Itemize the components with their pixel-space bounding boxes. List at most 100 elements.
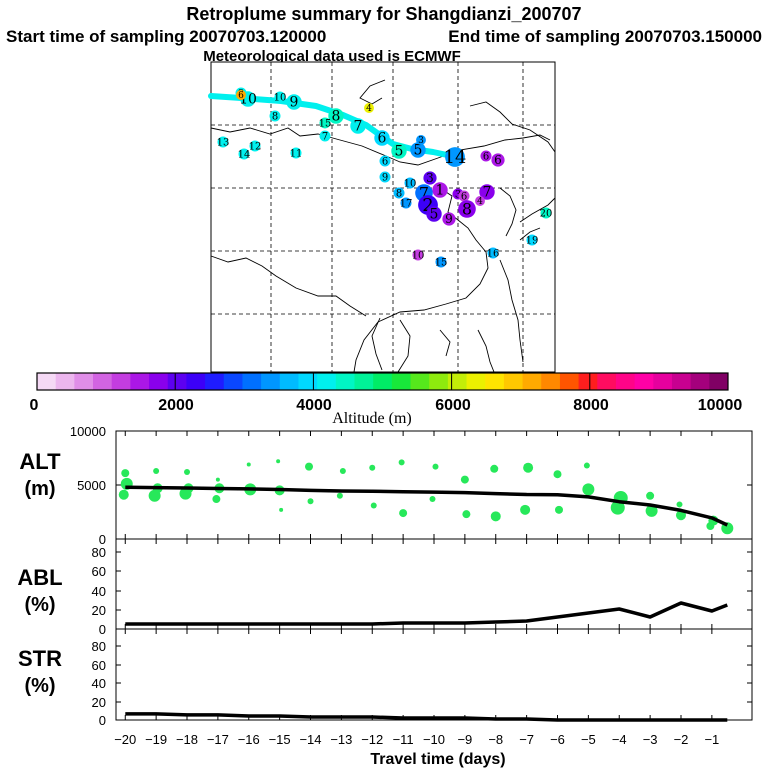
alt-scatter-point <box>490 464 499 473</box>
plume-marker <box>435 256 447 268</box>
alt-scatter-point <box>462 510 471 519</box>
alt-scatter-point <box>148 489 161 502</box>
plume-marker <box>350 118 366 134</box>
plume-day-label: 12 <box>249 141 262 152</box>
plume-day-label: 9 <box>290 95 299 111</box>
plume-marker <box>432 182 448 198</box>
colorbar-segment <box>578 373 598 390</box>
x-tick-label: −11 <box>393 732 414 747</box>
sampling-end: End time of sampling 20070703.150000 <box>448 27 762 46</box>
map-panel: 1096109488157761312141155361466910317873… <box>208 61 556 373</box>
y-axis-unit: (%) <box>24 675 55 697</box>
plume-marker <box>238 148 250 160</box>
x-tick-label: −15 <box>269 732 291 747</box>
plume-day-label: 6 <box>461 191 467 202</box>
colorbar-segment <box>317 373 337 390</box>
plume-day-label: 4 <box>477 197 483 207</box>
alt-scatter-point <box>706 522 715 531</box>
plume-marker <box>400 197 412 209</box>
alt-scatter-point <box>490 511 501 522</box>
alt-scatter-point <box>153 467 160 474</box>
alt-scatter-point <box>369 464 376 471</box>
plume-day-label: 11 <box>290 148 303 159</box>
plume-day-label: 8 <box>332 109 341 125</box>
colorbar-segment <box>74 373 94 390</box>
colorbar-tick: 2000 <box>158 397 194 414</box>
x-tick-label: −5 <box>581 732 596 747</box>
plume-day-label: 2 <box>422 195 433 216</box>
plume-marker <box>364 103 374 113</box>
colorbar-tick: 6000 <box>435 397 471 414</box>
y-axis-unit: (%) <box>24 594 55 616</box>
plume-day-label: 5 <box>414 143 423 159</box>
plume-day-label: 14 <box>238 149 251 160</box>
plume-marker <box>286 94 302 110</box>
alt-scatter-point <box>645 504 658 517</box>
plume-day-label: 3 <box>426 171 434 185</box>
y-tick-label: 60 <box>92 658 106 673</box>
plume-marker <box>328 108 344 124</box>
plume-marker <box>393 187 405 199</box>
alt-scatter-point <box>520 504 531 515</box>
plume-day-label: 6 <box>494 153 502 167</box>
plume-marker <box>475 196 485 206</box>
alt-scatter-point <box>336 492 343 499</box>
plume-day-label: 20 <box>540 208 553 219</box>
plume-marker <box>445 147 465 167</box>
colorbar-segment <box>93 373 113 390</box>
y-tick-label: 60 <box>92 564 106 579</box>
y-axis-unit: (m) <box>24 478 55 500</box>
x-tick-label: −2 <box>674 732 689 747</box>
plume-day-label: 13 <box>217 137 230 148</box>
colorbar-segment <box>130 373 150 390</box>
colorbar-segment <box>709 373 729 390</box>
plume-marker <box>442 212 456 226</box>
colorbar-segment <box>261 373 281 390</box>
str-line <box>125 712 728 722</box>
plume-marker <box>274 91 286 103</box>
plume-day-label: 15 <box>435 257 448 268</box>
y-tick-label: 40 <box>92 676 106 691</box>
colorbar-segment <box>242 373 262 390</box>
colorbar-segment <box>522 373 542 390</box>
plume-marker <box>526 234 538 246</box>
y-tick-label: 5000 <box>77 478 106 493</box>
x-tick-label: −16 <box>238 732 260 747</box>
colorbar-tick: 0 <box>30 397 39 414</box>
colorbar-tick: 10000 <box>698 397 743 414</box>
colorbar-segment <box>55 373 75 390</box>
colorbar-segment <box>410 373 430 390</box>
alt-scatter-point <box>184 469 191 476</box>
alt-scatter-point <box>460 475 469 484</box>
x-tick-label: −4 <box>612 732 627 747</box>
plume-day-label: 8 <box>272 111 278 122</box>
plume-marker <box>404 177 416 189</box>
y-tick-label: 0 <box>99 532 106 547</box>
alt-scatter-point <box>429 496 436 503</box>
alt-scatter-point <box>121 469 130 478</box>
colorbar-segment <box>111 373 131 390</box>
colorbar-segment <box>354 373 374 390</box>
figure-title: Retroplume summary for Shangdianzi_20070… <box>186 4 581 24</box>
plume-day-label: 9 <box>445 212 453 226</box>
plume-day-label: 16 <box>487 248 500 259</box>
plume-day-label: 15 <box>319 118 332 129</box>
plume-marker <box>391 143 407 159</box>
plume-marker <box>412 249 424 261</box>
plume-marker <box>374 130 390 146</box>
plume-marker <box>479 184 495 200</box>
x-tick-label: −12 <box>361 732 383 747</box>
panel-frame <box>115 430 753 540</box>
y-axis-label: ABL <box>17 565 62 590</box>
y-axis-label: STR <box>18 646 62 671</box>
colorbar-segment <box>298 373 318 390</box>
colorbar-segment <box>223 373 243 390</box>
plume-marker <box>458 190 470 202</box>
plume-marker <box>236 90 246 100</box>
alt-scatter-point <box>554 505 563 514</box>
y-tick-label: 20 <box>92 695 106 710</box>
plume-marker <box>319 117 331 129</box>
alt-scatter-point <box>276 459 281 464</box>
